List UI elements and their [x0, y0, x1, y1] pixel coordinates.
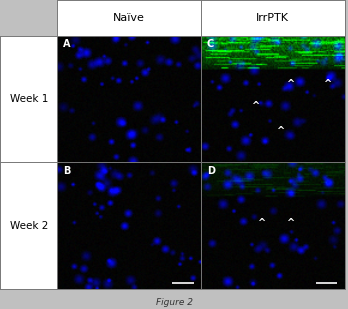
Text: Week 2: Week 2 [9, 221, 48, 231]
Text: ^: ^ [286, 218, 294, 228]
Text: ^: ^ [323, 79, 331, 89]
Text: B: B [63, 166, 71, 176]
Text: ^: ^ [276, 125, 284, 136]
Text: A: A [63, 39, 71, 49]
Text: ^: ^ [252, 101, 260, 112]
Text: D: D [207, 166, 215, 176]
Text: ^: ^ [286, 79, 294, 89]
Text: ^: ^ [257, 218, 265, 228]
Text: Figure 2: Figure 2 [156, 298, 192, 307]
Text: Naïve: Naïve [113, 13, 145, 23]
Text: IrrPTK: IrrPTK [256, 13, 289, 23]
Text: Week 1: Week 1 [9, 94, 48, 104]
Text: C: C [207, 39, 214, 49]
